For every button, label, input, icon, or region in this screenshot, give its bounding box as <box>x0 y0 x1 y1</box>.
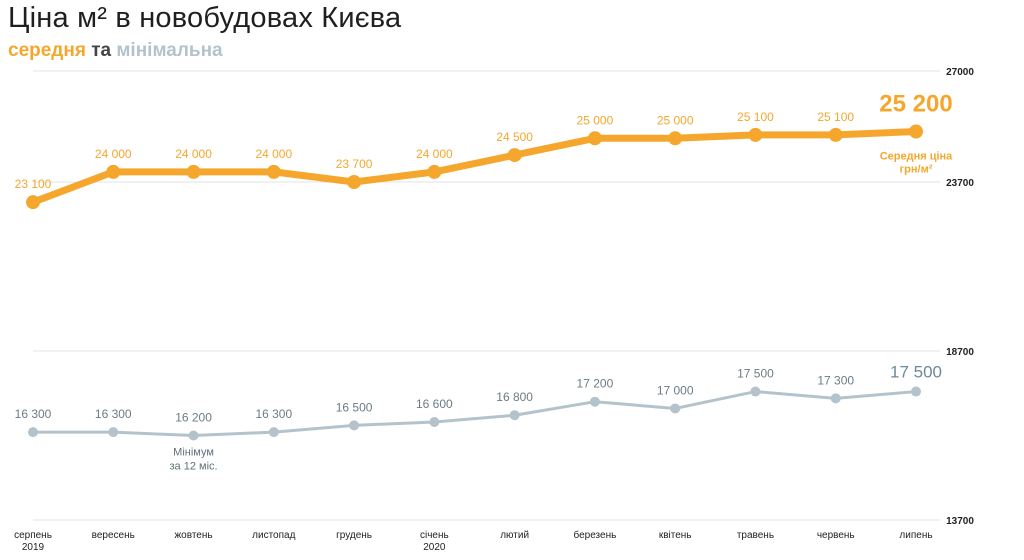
y-tick-label: 13700 <box>946 516 974 527</box>
average-point <box>266 164 281 179</box>
subtitle-and: та <box>91 40 112 61</box>
average-point <box>186 164 201 179</box>
x-tick-label: грудень <box>336 530 372 541</box>
y-tick-label: 27000 <box>946 67 974 78</box>
minimum-point <box>911 386 921 397</box>
average-point <box>26 195 40 210</box>
average-data-label: 24 000 <box>255 147 292 161</box>
average-point <box>909 124 923 139</box>
average-data-label: 25 100 <box>737 110 774 124</box>
x-tick-label: травень <box>737 530 774 541</box>
minimum-price-note: Мінімум <box>173 447 214 459</box>
average-point <box>587 131 602 146</box>
minimum-data-label: 16 600 <box>416 397 453 411</box>
minimum-point <box>268 427 279 438</box>
average-data-label: 24 000 <box>95 147 132 161</box>
minimum-price-note: за 12 міс. <box>170 461 218 473</box>
average-data-label: 23 700 <box>336 157 373 171</box>
minimum-data-label: 17 200 <box>577 377 614 391</box>
average-price-note: Середня ціна <box>880 151 953 163</box>
minimum-data-label: 17 300 <box>817 373 854 387</box>
minimum-point <box>750 386 761 397</box>
minimum-point <box>589 396 600 407</box>
chart-subtitle: середня та мінімальна <box>8 40 223 62</box>
average-data-label: 25 100 <box>817 110 854 124</box>
average-point <box>668 131 683 146</box>
minimum-data-label: 16 300 <box>15 407 52 421</box>
x-tick-label: березень <box>573 529 616 541</box>
x-tick-label: квітень <box>659 530 692 541</box>
chart-title: Ціна м² в новобудовах Києва <box>8 2 402 34</box>
subtitle-average: середня <box>8 40 86 61</box>
average-data-label: 24 500 <box>496 130 533 144</box>
minimum-data-label: 17 500 <box>737 367 774 381</box>
average-point <box>347 175 362 189</box>
minimum-data-label: 16 500 <box>336 400 373 414</box>
x-tick-label: вересень <box>92 530 135 541</box>
x-tick-label: січень <box>420 530 449 541</box>
x-tick-label: листопад <box>252 530 295 541</box>
minimum-price-line <box>31 390 918 437</box>
minimum-point <box>28 427 38 438</box>
x-tick-label: липень <box>899 530 932 541</box>
x-tick-label: 2019 <box>22 542 45 553</box>
subtitle-minimum: мінімальна <box>116 40 223 61</box>
average-price-line <box>29 128 920 206</box>
average-point <box>507 148 522 163</box>
minimum-data-label: 17 000 <box>657 383 694 397</box>
minimum-data-label: 16 800 <box>496 390 533 404</box>
average-point <box>106 164 121 179</box>
average-data-label: 24 000 <box>175 147 212 161</box>
x-tick-label: червень <box>817 530 855 541</box>
minimum-point <box>830 393 841 404</box>
minimum-data-label: 16 300 <box>95 407 132 421</box>
minimum-point <box>509 410 520 421</box>
average-data-label: 24 000 <box>416 147 453 161</box>
x-tick-label: лютий <box>500 530 529 541</box>
minimum-point <box>188 430 199 441</box>
minimum-point <box>670 403 681 414</box>
average-data-label: 25 000 <box>577 113 614 127</box>
average-point <box>828 127 843 142</box>
minimum-point <box>349 420 360 431</box>
x-tick-label: серпень <box>14 530 52 541</box>
x-tick-label: жовтень <box>174 530 212 541</box>
minimum-point <box>108 427 119 438</box>
minimum-data-label: 16 300 <box>255 407 292 421</box>
average-point <box>427 164 442 179</box>
average-data-label: 25 000 <box>657 113 694 127</box>
x-tick-label: 2020 <box>423 542 446 553</box>
average-price-note: грн/м² <box>900 164 933 176</box>
y-tick-label: 23700 <box>946 178 974 189</box>
average-data-label: 25 200 <box>879 91 952 118</box>
minimum-data-label: 16 200 <box>175 411 212 425</box>
y-tick-label: 18700 <box>946 347 974 358</box>
average-data-label: 23 100 <box>15 177 52 191</box>
minimum-data-label: 17 500 <box>890 363 942 382</box>
minimum-point <box>429 416 440 427</box>
average-point <box>748 127 763 142</box>
